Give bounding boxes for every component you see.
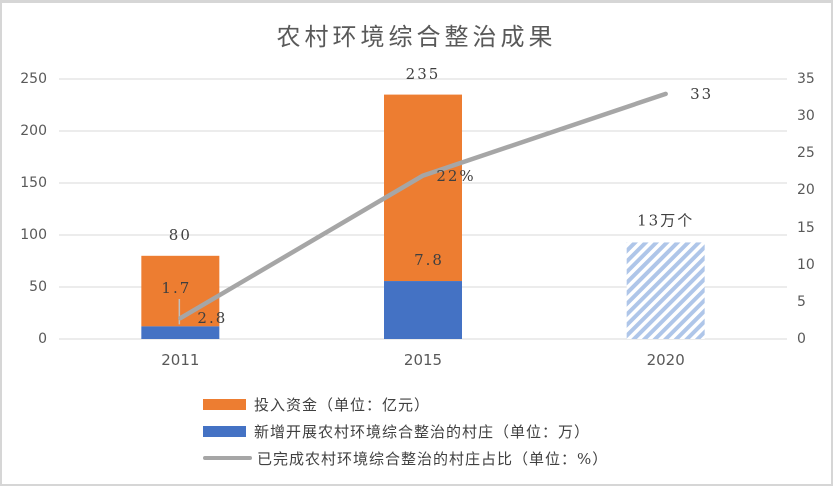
right-axis-tick-20: 20 [797,182,815,199]
bar-investment-2015 [384,94,462,282]
left-axis-tick-150: 150 [20,175,47,191]
left-axis-tick-50: 50 [29,279,47,295]
legend-label-1: 新增开展农村环境综合整治的村庄（单位：万） [254,422,591,441]
data-label-investment-2015: 235 [405,64,441,83]
data-label-percent-2011: 2.8 [197,309,228,328]
right-axis-tick-25: 25 [797,145,815,162]
completion-line [178,91,668,321]
bar-villages-2011 [141,326,220,339]
bar-investment-2011 [141,255,220,327]
right-axis-tick-15: 15 [797,219,815,236]
right-axis-tick-0: 0 [797,331,806,347]
right-axis-tick-30: 30 [797,108,815,125]
legend: 投入资金（单位：亿元） 新增开展农村环境综合整治的村庄（单位：万） 已完成农村环境综… [203,393,608,469]
bar-planned-2020 [626,242,705,339]
x-axis-label-2020: 2020 [646,351,685,369]
legend-swatch-bar-1 [203,425,246,437]
left-axis-tick-250: 250 [20,71,47,87]
chart-title: 农村环境综合整治成果 [276,23,557,51]
data-label-villages-2015: 7.8 [414,251,444,270]
left-axis-tick-0: 0 [38,331,47,347]
legend-item-1: 新增开展农村环境综合整治的村庄（单位：万） [203,420,608,442]
legend-item-2: 已完成农村环境综合整治的村庄占比（单位：%） [203,447,608,469]
data-label-villages-2011: 1.7 [161,279,192,297]
data-label-percent-2015: 22% [436,166,476,185]
data-label-investment-2011: 80 [168,225,192,244]
data-label-percent-2020: 33 [690,84,714,103]
legend-swatch-line-2 [203,456,252,460]
left-axis-tick-200: 200 [20,123,47,139]
x-axis-label-2011: 2011 [161,351,200,369]
legend-swatch-bar-0 [203,398,246,410]
legend-label-2: 已完成农村环境综合整治的村庄占比（单位：%） [257,449,609,468]
plot-area [59,78,787,340]
data-label-planned-2020: 13万个 [637,211,695,230]
right-axis-tick-10: 10 [797,256,815,273]
right-axis-tick-5: 5 [797,293,806,310]
left-axis-tick-100: 100 [20,227,47,243]
legend-label-0: 投入资金（单位：亿元） [254,395,431,414]
bar-villages-2015 [384,281,462,339]
x-axis-label-2015: 2015 [403,351,443,369]
legend-item-0: 投入资金（单位：亿元） [203,393,608,415]
right-axis-tick-35: 35 [797,71,815,87]
